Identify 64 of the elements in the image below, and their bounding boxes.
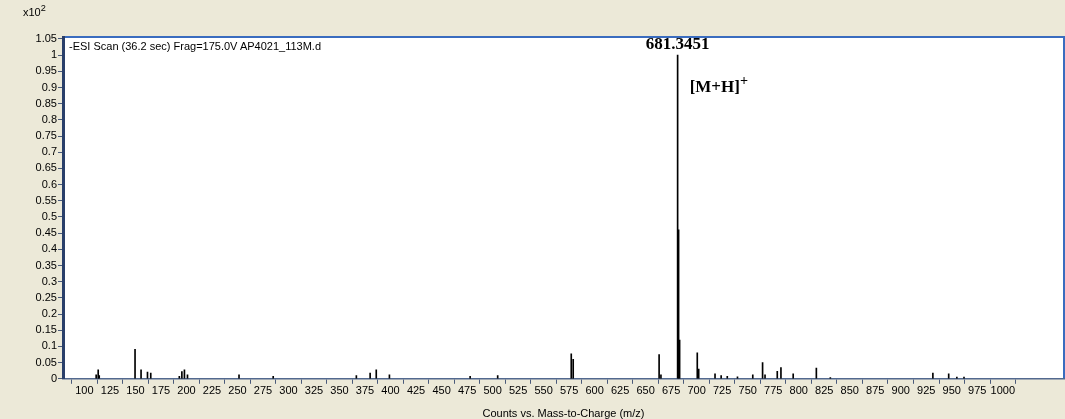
x-tick-label: 275 bbox=[253, 384, 273, 397]
y-tick-label: 0.8 bbox=[41, 112, 57, 125]
x-tick-label: 775 bbox=[764, 384, 783, 397]
y-axis-title: x10$^{2}$ bbox=[23, 3, 46, 18]
x-tick-label: 875 bbox=[866, 384, 885, 397]
y-tick-label: 0.25 bbox=[35, 290, 57, 303]
x-tick-label: 625 bbox=[610, 384, 630, 397]
y-tick-label: 0 bbox=[50, 371, 57, 384]
x-tick-label: 975 bbox=[968, 384, 987, 397]
y-tick-label: 0.9 bbox=[41, 80, 57, 93]
x-tick-label: 675 bbox=[661, 384, 681, 397]
x-tick-label: 950 bbox=[942, 384, 961, 397]
y-tick-label: 0.2 bbox=[41, 307, 57, 320]
x-tick-label: 175 bbox=[151, 384, 171, 397]
x-tick-label: 525 bbox=[508, 384, 528, 397]
y-tick-label: 0.35 bbox=[35, 258, 57, 271]
x-tick-label: 800 bbox=[789, 384, 808, 397]
y-tick-label: 0.95 bbox=[35, 64, 57, 77]
y-tick-label: 0.7 bbox=[41, 145, 57, 158]
x-tick-label: 850 bbox=[840, 384, 859, 397]
x-tick-label: 550 bbox=[534, 384, 553, 397]
annotation: 681.3451 bbox=[645, 34, 710, 55]
x-tick-label: 375 bbox=[355, 384, 375, 397]
chart-title: -ESI Scan (36.2 sec) Frag=175.0V AP4021_113M.d bbox=[69, 40, 322, 52]
y-tick-label: 0.45 bbox=[35, 226, 57, 239]
x-tick-label: 325 bbox=[304, 384, 324, 397]
x-tick-label: 500 bbox=[483, 384, 502, 397]
x-tick-label: 475 bbox=[457, 384, 477, 397]
y-tick-label: 0.55 bbox=[35, 193, 57, 206]
y-tick-label: 0.65 bbox=[35, 161, 57, 174]
y-tick-label: 0.6 bbox=[41, 177, 57, 190]
x-tick-label: 425 bbox=[406, 384, 426, 397]
x-tick-label: 350 bbox=[330, 384, 349, 397]
y-tick-label: 0.85 bbox=[35, 96, 57, 109]
y-tick-label: 1 bbox=[50, 48, 57, 61]
x-tick-label: 125 bbox=[100, 384, 120, 397]
x-tick-label: 925 bbox=[917, 384, 936, 397]
x-tick-label: 450 bbox=[432, 384, 451, 397]
x-tick-label: 100 bbox=[75, 384, 94, 397]
x-tick-label: 225 bbox=[202, 384, 222, 397]
x-tick-label: 575 bbox=[559, 384, 579, 397]
y-tick-label: 0.3 bbox=[41, 274, 57, 287]
x-tick-label: 1000 bbox=[990, 384, 1016, 397]
x-tick-label: 750 bbox=[738, 384, 757, 397]
x-tick-label: 400 bbox=[381, 384, 400, 397]
x-tick-label: 900 bbox=[891, 384, 910, 397]
x-tick-label: 250 bbox=[228, 384, 247, 397]
y-tick-label: 1.05 bbox=[35, 31, 57, 44]
x-tick-label: 300 bbox=[279, 384, 298, 397]
x-tick-label: 150 bbox=[126, 384, 145, 397]
x-tick-label: 825 bbox=[815, 384, 834, 397]
y-tick-label: 0.5 bbox=[41, 209, 57, 222]
x-tick-label: 650 bbox=[636, 384, 655, 397]
x-tick-label: 200 bbox=[177, 384, 196, 397]
x-tick-label: 725 bbox=[712, 384, 732, 397]
y-tick-label: 0.4 bbox=[41, 242, 57, 255]
annotation: [M+H]$^{+}$ bbox=[689, 71, 748, 97]
x-tick-label: 600 bbox=[585, 384, 604, 397]
y-tick-label: 0.05 bbox=[35, 355, 57, 368]
y-tick-label: 0.1 bbox=[41, 339, 57, 352]
y-tick-label: 0.75 bbox=[35, 129, 57, 142]
x-tick-label: 700 bbox=[687, 384, 706, 397]
x-axis-title: Counts vs. Mass-to-Charge (m/z) bbox=[482, 407, 645, 419]
y-tick-label: 0.15 bbox=[35, 323, 57, 336]
